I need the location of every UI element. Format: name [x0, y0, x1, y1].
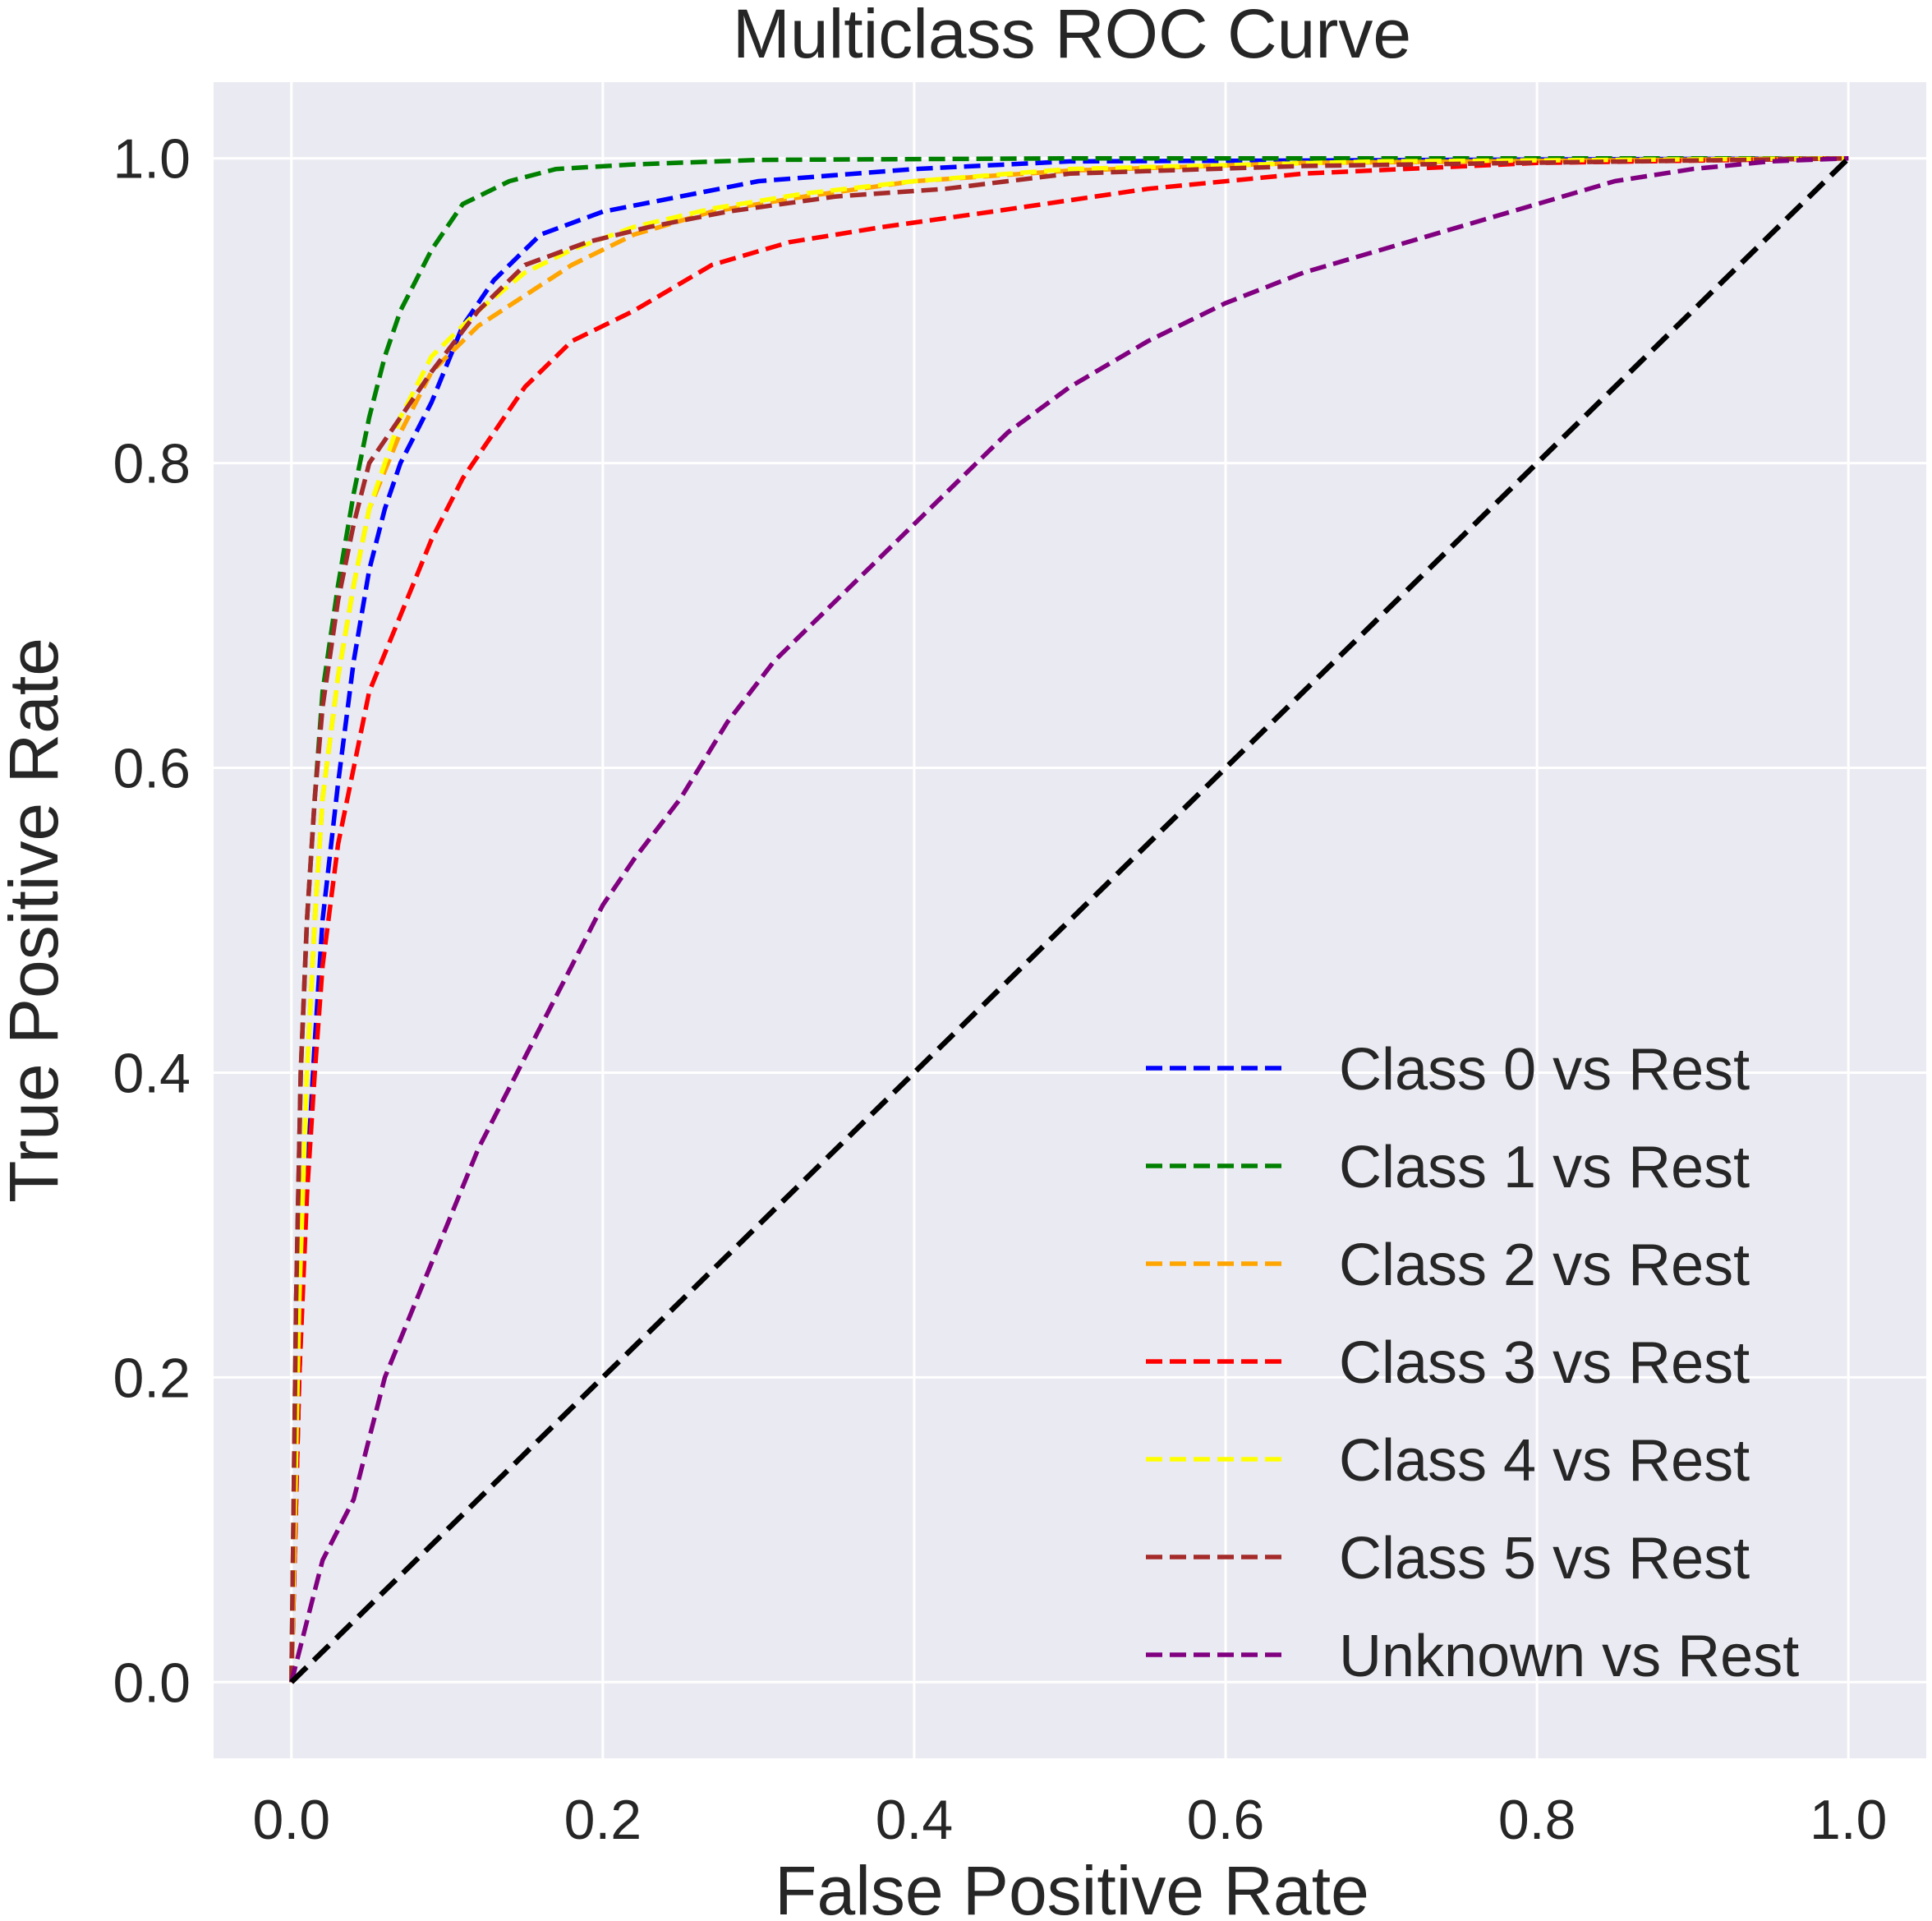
chance-diagonal-line [289, 156, 1851, 1684]
x-tick-label: 0.8 [1498, 1789, 1576, 1851]
y-tick-label: 1.0 [113, 128, 191, 191]
legend-label: Class 3 vs Rest [1339, 1330, 1750, 1396]
roc-curve-line [289, 155, 1849, 1683]
roc-curve-line [289, 155, 1849, 1683]
y-tick-label: 0.4 [113, 1042, 191, 1104]
legend: Class 0 vs Rest Class 1 vs Rest Class 2 vs… [1146, 1037, 1799, 1689]
x-tick-label: 0.6 [1187, 1789, 1265, 1851]
legend-label: Unknown vs Rest [1339, 1624, 1799, 1689]
y-tick-label: 0.2 [113, 1347, 191, 1409]
legend-label: Class 4 vs Rest [1339, 1428, 1750, 1494]
roc-curve-line [289, 155, 1849, 1683]
legend-label: Class 5 vs Rest [1339, 1526, 1750, 1592]
legend-label: Class 1 vs Rest [1339, 1135, 1750, 1200]
x-tick-labels: 0.0 0.2 0.4 0.6 0.8 1.0 [253, 1789, 1888, 1851]
legend-label: Class 2 vs Rest [1339, 1232, 1750, 1298]
x-tick-label: 0.2 [564, 1789, 642, 1851]
x-tick-label: 0.4 [876, 1789, 954, 1851]
y-tick-labels: 0.0 0.2 0.4 0.6 0.8 1.0 [113, 128, 191, 1715]
y-tick-label: 0.0 [113, 1652, 191, 1714]
legend-label: Class 0 vs Rest [1339, 1037, 1750, 1103]
x-tick-label: 1.0 [1810, 1789, 1888, 1851]
series-lines [289, 155, 1851, 1684]
x-axis-label: False Positive Rate [775, 1852, 1369, 1921]
y-tick-label: 0.8 [113, 433, 191, 495]
grid [214, 82, 1926, 1758]
chart-title: Multiclass ROC Curve [733, 0, 1411, 72]
y-tick-label: 0.6 [113, 738, 191, 800]
roc-curve-line [289, 155, 1849, 1683]
y-axis-label: True Positive Rate [0, 638, 72, 1203]
roc-curve-line [289, 155, 1849, 1683]
x-tick-label: 0.0 [253, 1789, 331, 1851]
